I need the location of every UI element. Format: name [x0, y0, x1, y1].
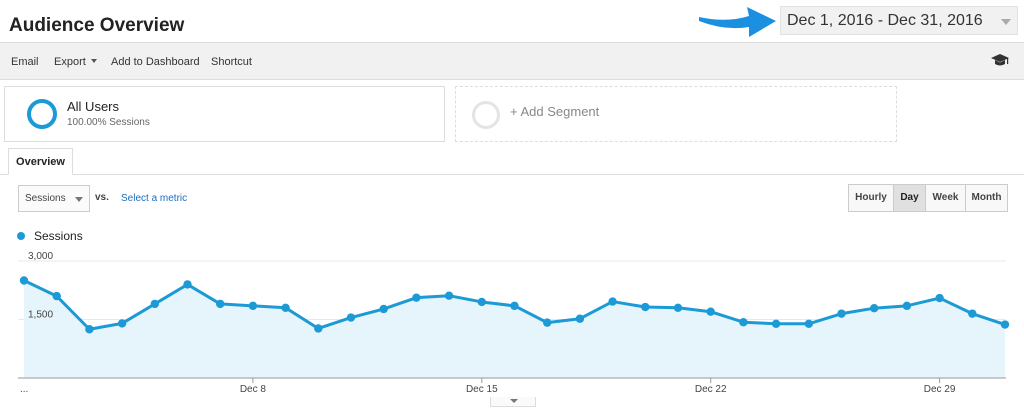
chevron-down-icon — [1001, 19, 1011, 25]
add-segment-button[interactable]: + Add Segment — [455, 86, 897, 142]
export-button[interactable]: Export — [54, 56, 97, 68]
data-point[interactable] — [641, 302, 650, 312]
segment-name: All Users — [67, 99, 120, 114]
select-metric-link[interactable]: Select a metric — [121, 193, 188, 204]
chart-legend: Sessions — [17, 229, 83, 243]
page-title: Audience Overview — [9, 15, 185, 36]
vs-label: vs. — [95, 192, 109, 203]
date-range-label: Dec 1, 2016 - Dec 31, 2016 — [787, 12, 983, 29]
segment-sessions-percent: 100.00% Sessions — [67, 117, 150, 128]
data-point[interactable] — [543, 318, 552, 327]
data-point[interactable] — [52, 291, 61, 301]
data-point[interactable] — [968, 309, 977, 318]
x-tick-label: ... — [20, 384, 28, 395]
data-point[interactable] — [412, 293, 421, 302]
graduation-cap-icon[interactable] — [990, 53, 1010, 69]
data-point[interactable] — [85, 325, 94, 334]
data-point[interactable] — [510, 301, 519, 311]
shortcut-button[interactable]: Shortcut — [211, 56, 252, 68]
pointer-arrow-icon — [699, 7, 776, 37]
export-label: Export — [54, 56, 86, 68]
email-button[interactable]: Email — [11, 56, 39, 68]
data-point[interactable] — [444, 291, 454, 300]
data-point[interactable] — [379, 304, 388, 314]
x-tick-label: Dec 22 — [695, 384, 727, 395]
y-tick-label: 3,000 — [28, 251, 53, 262]
data-point[interactable] — [248, 301, 258, 311]
data-point[interactable] — [804, 319, 813, 328]
metric-select[interactable]: Sessions — [18, 185, 90, 212]
data-point[interactable] — [837, 309, 846, 318]
data-point[interactable] — [346, 313, 356, 322]
chevron-down-icon — [510, 399, 518, 403]
add-segment-label: + Add Segment — [510, 104, 600, 119]
x-tick-label: Dec 8 — [240, 384, 267, 395]
y-tick-label: 1,500 — [28, 310, 53, 321]
tab-divider — [0, 174, 1024, 175]
data-point[interactable] — [117, 319, 127, 328]
data-point[interactable] — [739, 318, 748, 327]
hourly-button[interactable]: Hourly — [849, 185, 893, 211]
date-range-picker[interactable]: Dec 1, 2016 - Dec 31, 2016 — [780, 6, 1018, 35]
chart-expand-handle[interactable] — [490, 397, 536, 407]
data-point[interactable] — [183, 280, 192, 289]
segment-all-users[interactable]: All Users 100.00% Sessions — [4, 86, 445, 142]
report-toolbar: Email Export Add to Dashboard Shortcut — [0, 42, 1024, 80]
week-button[interactable]: Week — [925, 185, 965, 211]
data-point[interactable] — [314, 324, 323, 333]
x-tick-label: Dec 29 — [924, 384, 956, 395]
x-tick-label: Dec 15 — [466, 384, 498, 395]
day-button[interactable]: Day — [893, 185, 925, 211]
sessions-chart: 3,000 1,500... Dec 8 Dec 15 Dec 22 Dec 29 — [18, 251, 1010, 395]
data-point[interactable] — [216, 299, 225, 309]
data-point[interactable] — [706, 307, 715, 316]
data-point[interactable] — [902, 301, 912, 311]
data-point[interactable] — [281, 303, 290, 312]
segment-ring-icon — [27, 99, 57, 129]
data-point[interactable] — [870, 303, 879, 313]
data-point[interactable] — [575, 314, 585, 323]
data-point[interactable] — [673, 303, 683, 312]
data-point[interactable] — [19, 276, 29, 285]
legend-swatch — [17, 232, 25, 240]
data-point[interactable] — [608, 297, 617, 306]
add-to-dashboard-button[interactable]: Add to Dashboard — [111, 56, 200, 68]
data-point[interactable] — [477, 297, 486, 307]
data-point[interactable] — [150, 299, 159, 309]
chevron-down-icon — [75, 197, 83, 202]
month-button[interactable]: Month — [965, 185, 1007, 211]
tab-overview[interactable]: Overview — [8, 148, 73, 175]
metric-select-value: Sessions — [25, 193, 66, 204]
data-point[interactable] — [935, 293, 944, 303]
data-point[interactable] — [1000, 320, 1010, 329]
chevron-down-icon — [90, 59, 97, 63]
data-point[interactable] — [771, 319, 781, 328]
segment-ring-icon — [472, 101, 500, 129]
granularity-toggle: Hourly Day Week Month — [848, 184, 1008, 212]
legend-label: Sessions — [34, 229, 83, 243]
sessions-area — [24, 280, 1005, 378]
